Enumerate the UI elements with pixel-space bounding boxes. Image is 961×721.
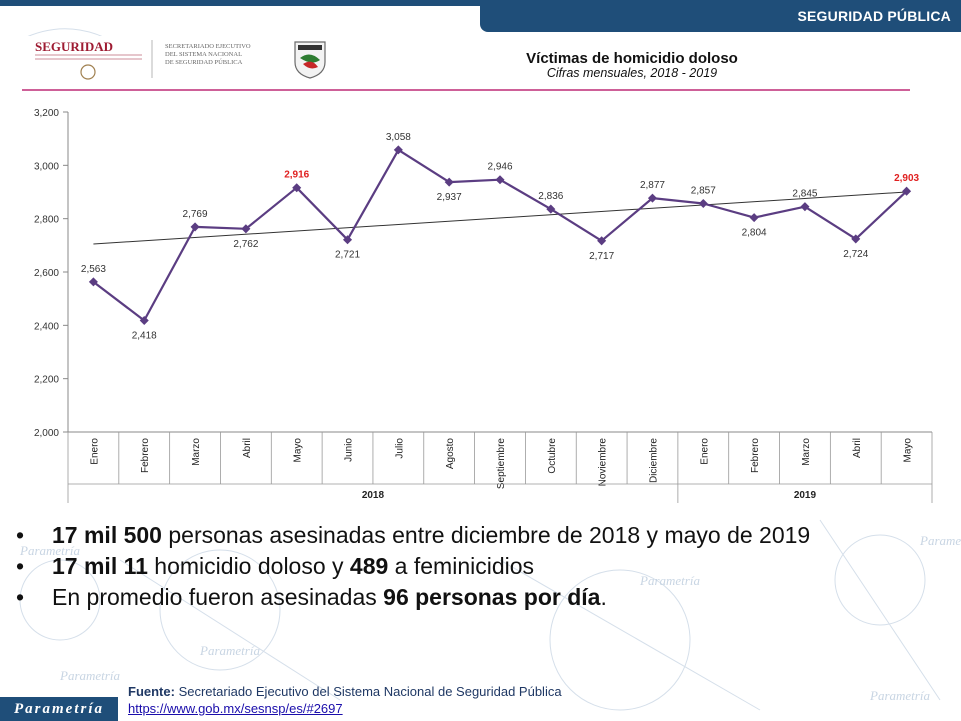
year-label: 2018 xyxy=(362,490,385,501)
data-point xyxy=(393,145,403,155)
list-item: • En promedio fueron asesinadas 96 perso… xyxy=(14,582,914,613)
x-tick-label: Marzo xyxy=(191,438,202,466)
fact-text: personas asesinadas entre diciembre de 2… xyxy=(161,522,811,548)
watermark-text: Parametría xyxy=(199,643,260,658)
header-title: SEGURIDAD PÚBLICA xyxy=(797,8,951,24)
data-label: 2,769 xyxy=(183,209,208,220)
x-tick-label: Enero xyxy=(699,438,710,465)
list-item: • 17 mil 500 personas asesinadas entre d… xyxy=(14,520,914,551)
x-tick-label: Junio xyxy=(344,438,355,462)
seguridad-logo: SEGURIDAD xyxy=(35,39,142,80)
source-label: Fuente: xyxy=(128,684,175,699)
data-point xyxy=(241,224,251,234)
data-label: 2,717 xyxy=(589,251,614,262)
watermark-text: Parametría xyxy=(869,688,930,703)
fact-highlight: 17 mil 500 xyxy=(52,522,162,548)
secretariado-logo-text: SECRETARIADO EJECUTIVO DEL SISTEMA NACIO… xyxy=(165,43,251,66)
y-tick-label: 2,200 xyxy=(34,375,59,386)
data-point xyxy=(749,213,759,223)
fact-text: En promedio fueron asesinadas xyxy=(52,584,384,610)
chart-card: SEGURIDAD SECRETARIADO EJECUTIVO DEL SIS… xyxy=(0,36,950,503)
data-label: 2,836 xyxy=(538,191,563,202)
data-label: 2,762 xyxy=(233,239,258,250)
header-banner: SEGURIDAD PÚBLICA xyxy=(480,0,961,32)
x-tick-label: Mayo xyxy=(293,438,304,463)
fact-text: homicidio doloso y xyxy=(147,553,350,579)
data-point xyxy=(495,175,505,185)
source-text: Secretariado Ejecutivo del Sistema Nacio… xyxy=(174,684,562,699)
data-label: 2,937 xyxy=(437,192,462,203)
chart-subtitle: Cifras mensuales, 2018 - 2019 xyxy=(547,66,717,80)
x-tick-label: Mayo xyxy=(903,438,914,463)
y-tick-label: 3,000 xyxy=(34,161,59,172)
fact-text: a feminicidios xyxy=(388,553,535,579)
svg-text:SECRETARIADO EJECUTIVO: SECRETARIADO EJECUTIVO xyxy=(165,43,251,50)
x-tick-label: Octubre xyxy=(547,438,558,474)
data-label: 2,418 xyxy=(132,331,157,342)
watermark-text: Parametría xyxy=(919,533,961,548)
fact-highlight: 489 xyxy=(349,553,389,579)
data-point xyxy=(139,316,149,326)
x-tick-label: Septiembre xyxy=(496,438,507,490)
watermark-text: Parametría xyxy=(19,543,80,558)
data-point xyxy=(698,198,708,208)
data-label: 2,721 xyxy=(335,250,360,261)
svg-text:SEGURIDAD: SEGURIDAD xyxy=(35,39,113,54)
data-label: 2,563 xyxy=(81,264,106,275)
data-label: 2,857 xyxy=(691,185,716,196)
data-label: 2,946 xyxy=(487,162,512,173)
fact-text: . xyxy=(600,584,607,610)
data-label: 2,916 xyxy=(284,170,309,181)
x-tick-label: Abril xyxy=(242,438,253,458)
y-tick-label: 2,400 xyxy=(34,321,59,332)
x-tick-label: Julio xyxy=(394,438,405,459)
x-tick-label: Enero xyxy=(89,438,100,465)
year-label: 2019 xyxy=(794,490,817,501)
source-citation: Fuente: Secretariado Ejecutivo del Siste… xyxy=(128,683,562,717)
x-tick-label: Abril xyxy=(852,438,863,458)
chart-title: Víctimas de homicidio doloso xyxy=(526,50,738,67)
data-label: 2,724 xyxy=(843,249,868,260)
x-tick-label: Febrero xyxy=(750,438,761,473)
fact-highlight: 17 mil 11 xyxy=(52,553,148,579)
watermark-text: Parametría xyxy=(59,668,120,683)
x-tick-label: Agosto xyxy=(445,438,456,470)
data-point xyxy=(597,236,607,246)
data-point xyxy=(292,183,302,193)
x-tick-label: Diciembre xyxy=(648,438,659,483)
data-point xyxy=(190,222,200,232)
sesnsp-shield-emblem xyxy=(294,41,326,79)
svg-text:DE SEGURIDAD PÚBLICA: DE SEGURIDAD PÚBLICA xyxy=(165,58,243,66)
parametria-brand-badge: Parametría xyxy=(0,697,118,721)
x-tick-label: Noviembre xyxy=(598,438,609,487)
data-label: 2,877 xyxy=(640,180,665,191)
data-label: 2,804 xyxy=(742,228,767,239)
source-link[interactable]: https://www.gob.mx/sesnsp/es/#2697 xyxy=(128,701,343,716)
y-tick-label: 2,600 xyxy=(34,268,59,279)
bullet-dot: • xyxy=(16,584,25,610)
data-label: 2,845 xyxy=(792,189,817,200)
bullet-dot: • xyxy=(16,522,25,548)
key-facts-list: • 17 mil 500 personas asesinadas entre d… xyxy=(14,520,914,613)
x-tick-label: Febrero xyxy=(140,438,151,473)
trendline xyxy=(93,191,907,245)
y-tick-label: 3,200 xyxy=(34,108,59,119)
homicide-line-chart: SEGURIDAD SECRETARIADO EJECUTIVO DEL SIS… xyxy=(22,39,933,503)
watermark-text: Parametría xyxy=(639,573,700,588)
y-tick-label: 2,800 xyxy=(34,215,59,226)
fact-highlight: 96 personas por día xyxy=(383,584,601,610)
data-label: 2,903 xyxy=(894,173,919,184)
y-tick-label: 2,000 xyxy=(34,428,59,439)
bullet-dot: • xyxy=(16,553,25,579)
x-tick-label: Marzo xyxy=(801,438,812,466)
data-label: 3,058 xyxy=(386,132,411,143)
svg-text:DEL SISTEMA NACIONAL: DEL SISTEMA NACIONAL xyxy=(165,51,242,58)
list-item: • 17 mil 11 homicidio doloso y 489 a fem… xyxy=(14,551,914,582)
